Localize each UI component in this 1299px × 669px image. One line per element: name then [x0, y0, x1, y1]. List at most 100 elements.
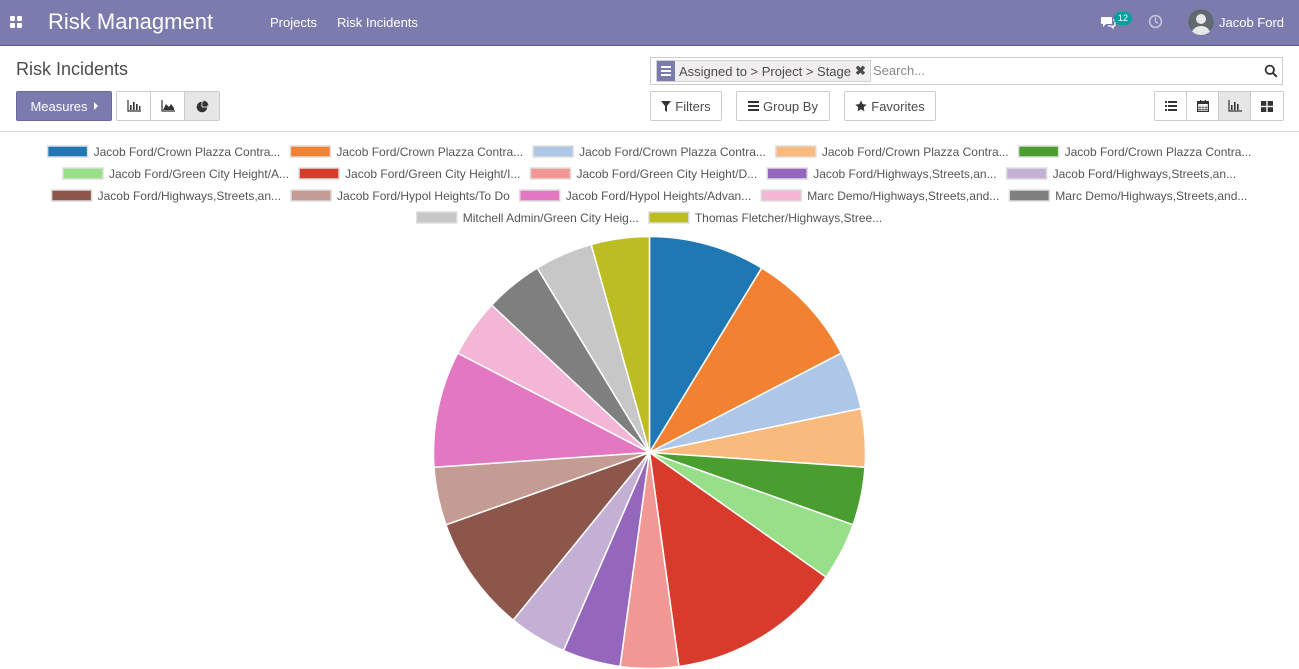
kanban-view-button[interactable]	[1251, 92, 1283, 120]
legend-label: Jacob Ford/Green City Height/I...	[345, 167, 520, 181]
top-navbar: Risk Managment Projects Risk Incidents 1…	[0, 0, 1299, 46]
search-facet: Assigned to > Project > Stage ✖	[656, 60, 871, 82]
apps-menu-icon[interactable]	[10, 16, 22, 28]
legend-swatch	[416, 211, 458, 224]
legend-entry[interactable]: Jacob Ford/Crown Plazza Contra...	[532, 145, 766, 159]
group-by-button[interactable]: Group By	[736, 91, 830, 121]
favorites-button[interactable]: Favorites	[844, 91, 936, 121]
legend-swatch	[1008, 189, 1051, 202]
legend-label: Jacob Ford/Crown Plazza Contra...	[579, 145, 766, 159]
legend-swatch	[290, 189, 332, 202]
legend-entry[interactable]: Jacob Ford/Highways,Streets,an...	[50, 189, 281, 203]
view-switcher	[1154, 91, 1284, 121]
chart-legend: Jacob Ford/Crown Plazza Contra... Jacob F…	[46, 145, 1252, 225]
legend-swatch	[760, 189, 802, 202]
calendar-view-button[interactable]	[1187, 92, 1219, 120]
control-panel-divider	[0, 131, 1299, 132]
legend-entry[interactable]: Jacob Ford/Crown Plazza Contra...	[1017, 145, 1252, 159]
group-by-label: Group By	[763, 98, 818, 114]
legend-swatch	[766, 167, 808, 180]
legend-label: Jacob Ford/Green City Height/D...	[576, 167, 757, 181]
app-title: Risk Managment	[48, 9, 214, 34]
measures-label: Measures	[30, 98, 88, 114]
pie-slice[interactable]	[648, 450, 828, 668]
legend-entry[interactable]: Jacob Ford/Crown Plazza Contra...	[289, 145, 523, 159]
legend-swatch	[298, 167, 340, 180]
legend-entry[interactable]: Jacob Ford/Hypol Heights/To Do	[290, 189, 510, 203]
legend-label: Jacob Ford/Crown Plazza Contra...	[822, 145, 1009, 159]
legend-entry[interactable]: Thomas Fletcher/Highways,Stree...	[648, 211, 882, 225]
calendar-view-icon	[1196, 100, 1209, 112]
filters-label: Filters	[675, 98, 711, 114]
kanban-view-icon	[1261, 100, 1273, 112]
user-name[interactable]: Jacob Ford	[1219, 15, 1285, 30]
legend-label: Marc Demo/Highways,Streets,and...	[1055, 189, 1247, 203]
legend-entry[interactable]: Jacob Ford/Highways,Streets,an...	[766, 167, 997, 181]
list-view-icon	[1164, 101, 1177, 111]
legend-label: Jacob Ford/Highways,Streets,an...	[813, 167, 996, 181]
filters-button[interactable]: Filters	[650, 91, 722, 121]
bar-chart-button[interactable]	[117, 92, 151, 120]
legend-label: Thomas Fletcher/Highways,Stree...	[695, 211, 882, 225]
filter-icon	[661, 100, 672, 112]
area-chart-icon	[160, 100, 175, 112]
legend-label: Marc Demo/Highways,Streets,and...	[807, 189, 999, 203]
legend-entry[interactable]: Jacob Ford/Green City Height/I...	[298, 167, 520, 181]
legend-label: Jacob Ford/Green City Height/A...	[109, 167, 289, 181]
legend-label: Jacob Ford/Highways,Streets,an...	[98, 189, 281, 203]
menu-item-risk-incidents[interactable]: Risk Incidents	[337, 15, 418, 30]
facet-remove-icon[interactable]: ✖	[855, 63, 866, 78]
group-by-facet-icon	[657, 61, 675, 81]
legend-swatch	[289, 145, 332, 158]
legend-swatch	[1017, 145, 1060, 158]
legend-entry[interactable]: Mitchell Admin/Green City Heig...	[416, 211, 639, 225]
legend-swatch	[1005, 167, 1048, 180]
pie-slice[interactable]	[590, 235, 651, 453]
favorites-label: Favorites	[871, 98, 925, 114]
legend-entry[interactable]: Jacob Ford/Green City Height/A...	[62, 167, 289, 181]
legend-swatch	[532, 145, 574, 158]
pie-chart: Jacob Ford/Crown Plazza Contra... Jacob F…	[46, 145, 1252, 669]
pie-slices	[432, 235, 867, 669]
caret-right-icon	[93, 102, 98, 110]
legend-swatch	[775, 145, 817, 158]
activity-clock-icon[interactable]	[1148, 14, 1163, 29]
pie-slice[interactable]	[445, 450, 652, 622]
search-box[interactable]: Assigned to > Project > Stage ✖	[650, 57, 1283, 85]
pie-slice[interactable]	[647, 266, 843, 455]
legend-swatch	[519, 189, 561, 202]
list-view-button[interactable]	[1155, 92, 1187, 120]
pie-chart-icon	[196, 100, 208, 112]
legend-label: Jacob Ford/Crown Plazza Contra...	[1065, 145, 1252, 159]
chart-type-switcher	[116, 91, 220, 121]
page-title: Risk Incidents	[16, 59, 129, 79]
messages-count-badge: 12	[1114, 12, 1133, 25]
legend-label: Jacob Ford/Hypol Heights/To Do	[337, 189, 510, 203]
menu-item-projects[interactable]: Projects	[270, 15, 317, 30]
legend-entry[interactable]: Jacob Ford/Highways,Streets,an...	[1005, 167, 1236, 181]
pie-slice[interactable]	[432, 352, 653, 469]
legend-entry[interactable]: Jacob Ford/Green City Height/D...	[529, 167, 757, 181]
measures-button[interactable]: Measures	[16, 91, 112, 121]
facet-label: Assigned to > Project > Stage	[679, 63, 851, 79]
legend-entry[interactable]: Marc Demo/Highways,Streets,and...	[760, 189, 999, 203]
legend-entry[interactable]: Jacob Ford/Crown Plazza Contra...	[46, 145, 281, 159]
legend-entry[interactable]: Marc Demo/Highways,Streets,and...	[1008, 189, 1247, 203]
group-by-icon	[748, 101, 760, 111]
graph-view-button[interactable]	[1219, 92, 1251, 120]
user-avatar[interactable]	[1188, 9, 1214, 35]
search-input[interactable]	[873, 63, 1243, 78]
legend-label: Jacob Ford/Crown Plazza Contra...	[336, 145, 523, 159]
legend-entry[interactable]: Jacob Ford/Hypol Heights/Advan...	[519, 189, 751, 203]
search-icon[interactable]	[1264, 64, 1278, 78]
legend-swatch	[50, 189, 93, 202]
legend-entry[interactable]: Jacob Ford/Crown Plazza Contra...	[775, 145, 1009, 159]
legend-swatch	[62, 167, 104, 180]
legend-label: Mitchell Admin/Green City Heig...	[463, 211, 639, 225]
line-chart-button[interactable]	[151, 92, 185, 120]
legend-label: Jacob Ford/Hypol Heights/Advan...	[566, 189, 751, 203]
star-icon	[855, 100, 867, 112]
legend-swatch	[529, 167, 572, 180]
pie-slice[interactable]	[648, 235, 763, 456]
pie-chart-button[interactable]	[185, 92, 219, 120]
